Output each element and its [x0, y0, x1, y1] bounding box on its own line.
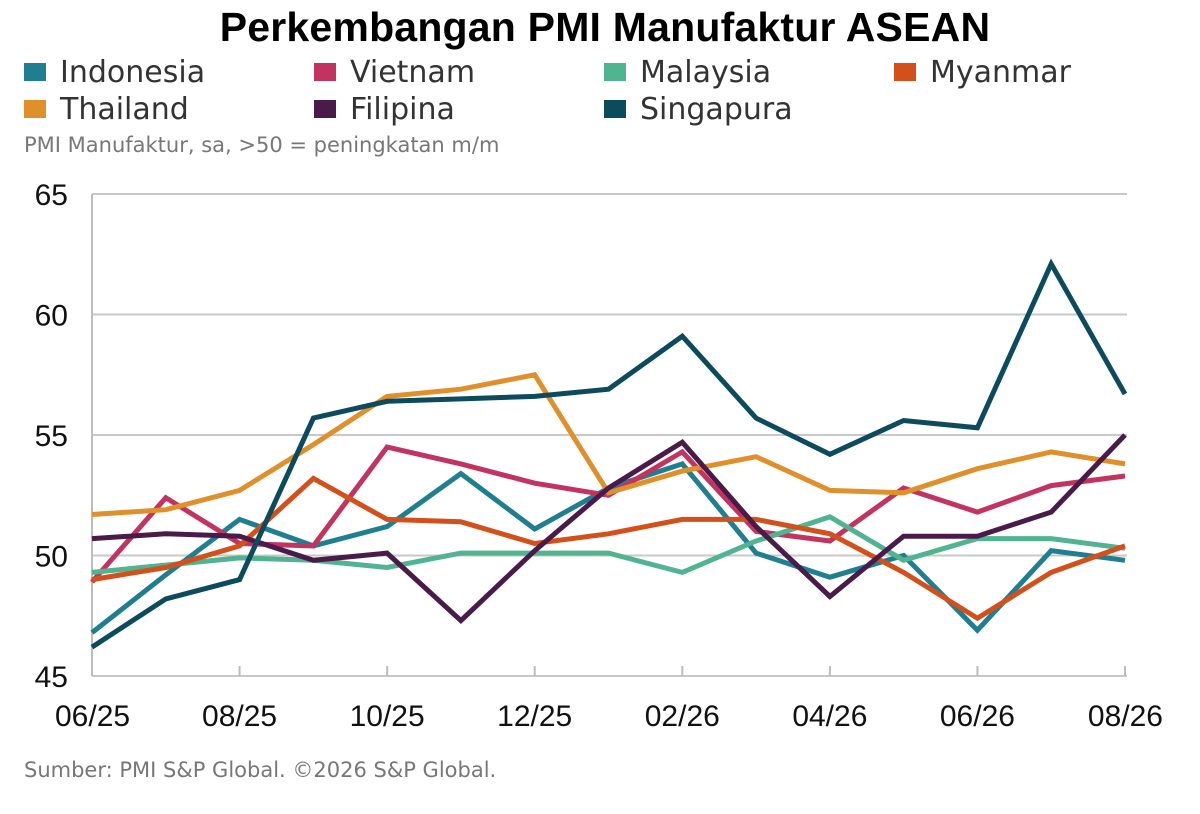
- y-tick-label: 60: [35, 300, 68, 333]
- legend-label: Filipina: [350, 91, 455, 127]
- source-note: Sumber: PMI S&P Global. ©2026 S&P Global…: [24, 758, 497, 782]
- legend-swatch: [314, 63, 336, 81]
- legend-item-filipina: Filipina: [314, 91, 455, 127]
- legend-swatch: [604, 100, 626, 118]
- grid-lines: [92, 193, 1127, 677]
- x-tick-label: 06/26: [940, 700, 1015, 733]
- series-line-malaysia: [91, 514, 1126, 576]
- legend-swatch: [314, 100, 336, 118]
- legend-swatch: [894, 63, 916, 81]
- series-line-thailand: [91, 372, 1126, 517]
- legend-label: Vietnam: [350, 54, 476, 90]
- legend-item-myanmar: Myanmar: [894, 54, 1071, 90]
- series-line-myanmar: [91, 475, 1126, 622]
- legend-item-singapura: Singapura: [604, 91, 793, 127]
- x-tick-label: 10/25: [350, 700, 425, 733]
- legend-label: Myanmar: [930, 54, 1071, 90]
- legend-swatch: [604, 63, 626, 81]
- x-tick-label: 12/25: [497, 700, 572, 733]
- axes: [91, 194, 1126, 676]
- legend-label: Indonesia: [60, 54, 206, 90]
- y-tick-label: 65: [35, 179, 68, 212]
- legend-label: Thailand: [60, 91, 189, 127]
- tick-labels: 45 50 55 60 65 06/25 08/25 10/25 12/25 02/26 04/26…: [35, 179, 1163, 733]
- chart-subtitle: PMI Manufaktur, sa, >50 = peningkatan m/…: [24, 133, 500, 157]
- x-tick-label: 04/26: [792, 700, 867, 733]
- series-line-filipina: [91, 433, 1127, 625]
- chart-title: Perkembangan PMI Manufaktur ASEAN: [219, 4, 991, 50]
- x-tick-label: 06/25: [55, 700, 130, 733]
- series-line-singapura: [90, 258, 1128, 650]
- series-lines: [90, 258, 1128, 650]
- legend-item-malaysia: Malaysia: [604, 54, 771, 90]
- y-tick-label: 50: [35, 541, 68, 574]
- y-tick-label: 45: [35, 661, 68, 694]
- legend-item-vietnam: Vietnam: [314, 54, 475, 90]
- x-tick-label: 08/26: [1088, 700, 1163, 733]
- legend-swatch: [24, 100, 46, 118]
- x-tick-label: 02/26: [645, 700, 720, 733]
- legend-label: Malaysia: [640, 54, 772, 90]
- x-tick-label: 08/25: [202, 700, 277, 733]
- legend-item-indonesia: Indonesia: [24, 54, 205, 90]
- legend-label: Singapura: [640, 91, 793, 127]
- legend-item-thailand: Thailand: [24, 91, 189, 127]
- y-tick-label: 55: [35, 420, 68, 453]
- legend-swatch: [24, 63, 46, 81]
